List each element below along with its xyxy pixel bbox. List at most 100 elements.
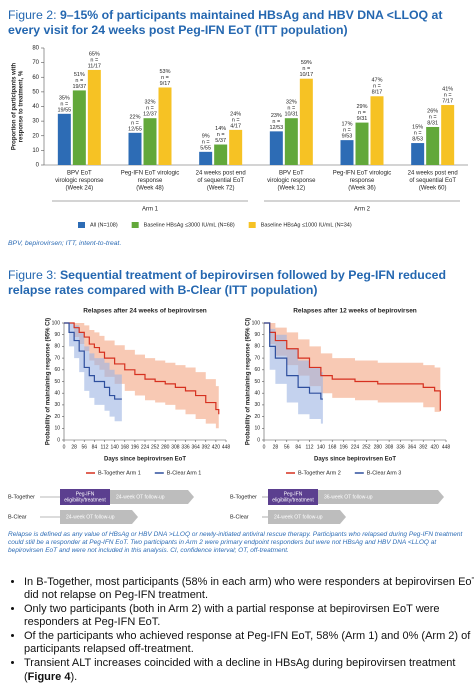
ci-band	[264, 323, 323, 424]
timeline-follow-up	[318, 490, 444, 504]
data-label: 65%	[89, 51, 100, 57]
x-tick-label: Peg-IFN EoT virologic	[121, 171, 180, 177]
footnote: Relapse is defined as any value of HBsAg…	[8, 531, 463, 554]
x-tick-label: 196	[339, 444, 348, 450]
legend-label: B-Clear Arm 3	[367, 470, 402, 476]
data-label: 8/17	[372, 90, 383, 96]
data-label: n =	[232, 117, 240, 123]
data-label: 59%	[301, 60, 312, 66]
chart-title: Relapses after 12 weeks of bepirovirsen	[293, 308, 417, 315]
x-tick-label: 280	[161, 444, 170, 450]
data-label: 32%	[286, 100, 297, 106]
y-tick-label: 60	[32, 75, 39, 81]
bar	[128, 132, 142, 165]
data-label: 4/17	[230, 123, 241, 129]
x-tick-label: 280	[374, 444, 383, 450]
x-tick-label: 140	[317, 444, 326, 450]
bar	[72, 90, 86, 165]
y-tick-label: 70	[254, 355, 260, 361]
y-tick-label: 30	[54, 402, 60, 408]
data-label: n =	[161, 75, 169, 81]
bar	[199, 151, 213, 165]
y-axis-label: Probability of maintaining response (95%…	[46, 318, 52, 445]
bar	[370, 96, 384, 165]
bullet-text: In B-Together, most participants (58% in…	[24, 576, 474, 602]
y-tick-label: 40	[54, 391, 60, 397]
timeline-follow-up	[60, 510, 138, 524]
legend-swatch	[131, 222, 139, 228]
y-tick-label: 90	[254, 332, 260, 338]
data-label: 7/17	[442, 98, 453, 104]
data-label: n =	[202, 139, 210, 145]
y-tick-label: 60	[54, 367, 60, 373]
data-label: 19/55	[57, 107, 71, 113]
footnote: BPV, bepirovirsen; ITT, intent-to-treat.	[8, 240, 122, 247]
survival-line	[64, 322, 220, 415]
x-tick-label: 252	[151, 444, 160, 450]
data-label: n =	[444, 92, 452, 98]
data-label: n =	[429, 114, 437, 120]
x-tick-label: Peg-IFN EoT virologic	[333, 171, 392, 177]
legend-label: Baseline HBsAg ≤1000 IU/mL (N=34)	[261, 222, 352, 228]
figure-label: Figure 2:	[8, 8, 57, 22]
legend-label: B-Together Arm 1	[98, 470, 141, 476]
data-label: 9/17	[160, 81, 171, 87]
x-tick-label: response	[350, 178, 375, 184]
timeline-label: B-Clear	[8, 514, 27, 520]
y-tick-label: 100	[252, 320, 261, 326]
x-tick-label: 308	[171, 444, 180, 450]
data-label: 9%	[202, 133, 210, 139]
y-tick-label: 20	[54, 414, 60, 420]
x-tick-label: (Week 72)	[207, 186, 235, 192]
data-label: n =	[146, 106, 154, 112]
x-tick-label: 392	[419, 444, 428, 450]
timeline-label: B-Together	[8, 494, 35, 500]
figure-label: Figure 3:	[8, 268, 57, 282]
timeline-step-label: 24-week OT follow-up	[274, 514, 323, 520]
x-tick-label: (Week 36)	[348, 186, 376, 192]
x-tick-label: 364	[408, 444, 417, 450]
x-tick-label: 308	[385, 444, 394, 450]
y-tick-label: 20	[32, 133, 39, 139]
data-label: n =	[75, 78, 83, 84]
bullet: Of the participants who achieved respons…	[24, 630, 474, 657]
x-tick-label: 84	[92, 444, 98, 450]
data-label: 8/31	[427, 120, 438, 126]
data-label: 5/55	[200, 145, 211, 151]
data-label: 24%	[230, 111, 241, 117]
bullet: Only two participants (both in Arm 2) wi…	[24, 603, 474, 630]
survival-line	[64, 322, 122, 400]
data-label: 29%	[356, 104, 367, 110]
bullet-text: Of the participants who achieved respons…	[24, 630, 471, 656]
y-tick-label: 40	[32, 104, 39, 110]
timeline-step-label: eligibility/treatment	[272, 497, 314, 503]
x-tick-label: (Week 60)	[419, 186, 447, 192]
x-tick-label: 420	[212, 444, 221, 450]
data-label: n =	[287, 106, 295, 112]
data-label: n =	[343, 128, 351, 134]
timeline-treatment	[60, 489, 110, 505]
y-tick-label: 30	[32, 119, 39, 125]
x-tick-label: 448	[442, 444, 451, 450]
x-tick-label: 112	[101, 444, 109, 450]
y-tick-label: 90	[54, 332, 60, 338]
data-label: 26%	[427, 108, 438, 114]
legend-label: B-Clear Arm 1	[167, 470, 202, 476]
bar	[426, 126, 440, 165]
data-label: 51%	[74, 72, 85, 78]
x-tick-label: 28	[71, 444, 77, 450]
y-tick-label: 0	[36, 163, 40, 169]
data-label: 14%	[215, 126, 226, 132]
x-tick-label: 420	[430, 444, 439, 450]
y-tick-label: 50	[32, 89, 39, 95]
y-axis-label: Proportion of participants with	[12, 63, 18, 151]
y-tick-label: 40	[254, 391, 260, 397]
data-label: 53%	[159, 69, 170, 75]
x-tick-label: 196	[131, 444, 140, 450]
y-tick-label: 20	[254, 414, 260, 420]
timeline-follow-up	[268, 510, 346, 524]
bullet-text: ).	[70, 670, 78, 683]
bullet-text: Transient ALT increases coincided with a…	[24, 657, 456, 683]
bar	[299, 78, 313, 165]
timeline-step-label: Peg-IFN	[284, 491, 303, 497]
